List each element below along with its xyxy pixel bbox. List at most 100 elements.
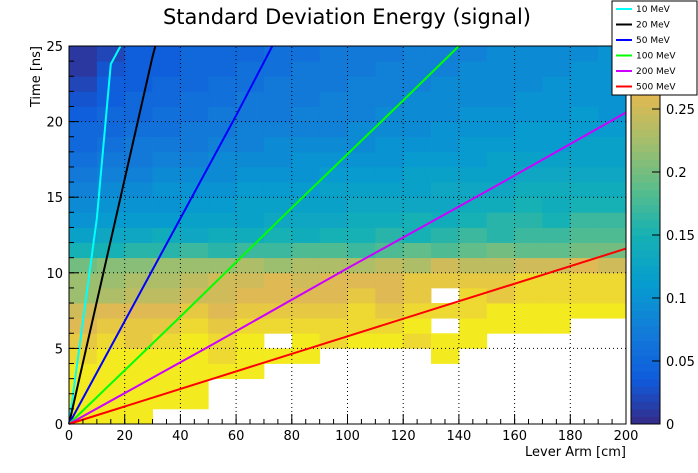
x-tick-label: 180	[558, 429, 583, 444]
heatmap-cell	[263, 166, 293, 183]
legend-label: 50 MeV	[636, 36, 671, 46]
heatmap-cell	[152, 121, 181, 138]
heatmap-cell	[375, 121, 404, 138]
heatmap-cell	[458, 121, 488, 138]
heatmap-cell	[347, 151, 376, 168]
heatmap-cell	[486, 121, 515, 138]
heatmap-cell	[319, 197, 348, 213]
color-scale-step	[631, 174, 660, 183]
heatmap-cell	[236, 318, 265, 334]
heatmap-cell	[570, 46, 599, 62]
heatmap-cell	[124, 91, 153, 107]
heatmap-cell	[403, 318, 432, 334]
heatmap-cell	[96, 91, 126, 107]
heatmap-cell	[208, 242, 237, 259]
heatmap-cell	[486, 182, 515, 198]
heatmap-cell	[486, 257, 515, 274]
heatmap-cell	[96, 46, 126, 62]
heatmap-cell	[208, 303, 237, 319]
heatmap-cell	[124, 151, 153, 168]
heatmap-cell	[236, 121, 265, 138]
heatmap-cell	[291, 46, 321, 62]
heatmap-cell	[152, 106, 181, 122]
heatmap-cell	[263, 242, 293, 259]
heatmap-cell	[180, 121, 209, 138]
heatmap-cell	[570, 182, 599, 198]
heatmap-cell	[96, 242, 126, 259]
heatmap-cell	[208, 348, 237, 364]
heatmap-cell	[69, 197, 98, 213]
legend-label: 10 MeV	[636, 5, 671, 15]
heatmap-cell	[347, 46, 376, 62]
heatmap-cell	[598, 227, 627, 243]
heatmap-cell	[152, 257, 181, 274]
color-scale: 0 0.05 0.1 0.15 0.2 0.25	[630, 45, 695, 433]
heatmap-cell	[458, 76, 488, 92]
color-scale-step	[631, 371, 660, 380]
heatmap-cell	[263, 182, 293, 198]
heatmap-cell	[96, 136, 126, 153]
color-scale-step	[631, 408, 660, 417]
heatmap-cell	[96, 348, 126, 364]
heatmap-cell	[570, 121, 599, 138]
legend-label: 20 MeV	[636, 21, 671, 31]
color-scale-label: 0.2	[666, 166, 687, 181]
series-line-200-mev	[68, 111, 627, 425]
color-scale-step	[631, 272, 660, 281]
heatmap-cell	[403, 76, 432, 92]
color-scale-step	[631, 378, 660, 387]
heatmap-cell	[208, 333, 237, 349]
heatmap-cell	[486, 318, 515, 334]
heatmap-cell	[403, 197, 432, 213]
heatmap-cell	[291, 272, 321, 289]
heatmap-cell	[347, 333, 376, 349]
heatmap-cell	[458, 136, 488, 153]
color-scale-step	[631, 121, 660, 130]
heatmap-cell	[69, 136, 98, 153]
heatmap-cell	[431, 136, 460, 153]
x-tick-label: 0	[65, 429, 73, 444]
heatmap-cell	[263, 303, 293, 319]
heatmap-cell	[570, 197, 599, 213]
heatmap-cell	[236, 257, 265, 274]
heatmap-cell	[236, 91, 265, 107]
heatmap-cell	[570, 287, 599, 304]
heatmap-cell	[514, 61, 543, 77]
heatmap-cell	[319, 212, 348, 228]
heatmap-cell	[347, 166, 376, 183]
series-line-50-mev	[68, 45, 274, 425]
heatmap-cell	[431, 46, 460, 62]
heatmap-cell	[291, 91, 321, 107]
heatmap-cell	[69, 393, 98, 410]
heatmap-cell	[514, 227, 543, 243]
color-scale-label: 0.1	[666, 292, 687, 307]
heatmap-cell	[431, 91, 460, 107]
heatmap-cell	[69, 348, 98, 364]
x-tick-label: 80	[284, 429, 301, 444]
heatmap-cell	[514, 136, 543, 153]
heatmap-cell	[124, 197, 153, 213]
heatmap-cell	[124, 242, 153, 259]
heatmap-cell	[263, 318, 293, 334]
series-line-20-mev	[68, 45, 157, 425]
y-tick-label: 25	[46, 40, 63, 55]
legend-label: 500 MeV	[636, 83, 676, 93]
heatmap-cell	[291, 151, 321, 168]
heatmap-cell	[180, 76, 209, 92]
heatmap-cell	[570, 106, 599, 122]
color-scale-step	[631, 212, 660, 221]
color-scale-step	[631, 235, 660, 244]
heatmap-cell	[263, 151, 293, 168]
color-scale-step	[631, 310, 660, 319]
heatmap-cell	[263, 227, 293, 243]
heatmap-cell	[152, 348, 181, 364]
heatmap-cell	[598, 106, 627, 122]
heatmap-cell	[375, 46, 404, 62]
heatmap-cell	[514, 242, 543, 259]
heatmap-cell	[403, 242, 432, 259]
heatmap-cell	[319, 272, 348, 289]
heatmap-cell	[458, 46, 488, 62]
legend: 10 MeV 20 MeV 50 MeV 100 MeV 200 MeV 500 MeV	[611, 0, 698, 96]
heatmap-cell	[319, 287, 348, 304]
heatmap-cell	[208, 166, 237, 183]
